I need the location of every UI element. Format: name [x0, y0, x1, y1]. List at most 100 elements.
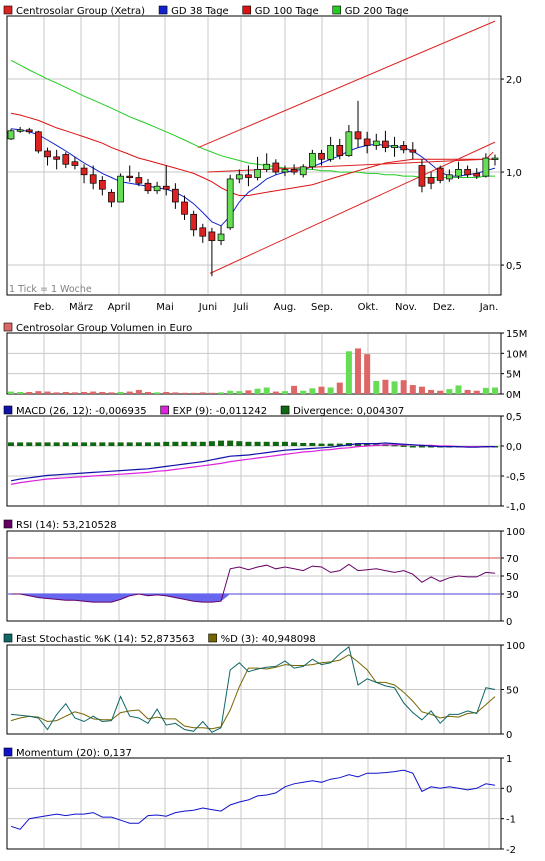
divergence-bar: [26, 442, 33, 446]
stoch-k-line: [10, 645, 496, 733]
candle-body: [144, 182, 152, 192]
y-tick-label: 70: [506, 554, 519, 565]
candle-body: [272, 162, 280, 173]
candle: [391, 136, 398, 157]
divergence-bar: [190, 441, 197, 446]
divergence-bar: [254, 441, 261, 446]
candle-body: [455, 169, 462, 177]
volume-bar: [236, 391, 243, 394]
candle: [473, 168, 481, 179]
divergence-bar: [35, 442, 42, 446]
candle: [372, 133, 380, 150]
volume-bar: [455, 385, 462, 394]
candle: [464, 165, 471, 178]
divergence-bar: [291, 442, 298, 446]
candle: [98, 176, 106, 196]
stoch-d-line: [10, 654, 496, 730]
x-tick-label: Nov.: [395, 302, 417, 313]
volume-bar: [163, 391, 170, 394]
volume-bar: [227, 390, 234, 394]
divergence-bar: [409, 446, 416, 448]
volume-bar: [62, 391, 69, 394]
volume-bar: [482, 387, 489, 394]
candle: [35, 130, 42, 154]
divergence-bar: [309, 443, 316, 446]
candle: [162, 165, 170, 196]
volume-bar: [263, 387, 270, 394]
y-tick-label: 0: [506, 617, 512, 628]
trend-channel-upper: [198, 20, 496, 149]
candle: [345, 125, 353, 157]
divergence-bar: [126, 442, 133, 446]
divergence-bar: [144, 442, 151, 446]
candle-body: [254, 169, 261, 178]
candle: [491, 154, 499, 166]
candle-body: [16, 129, 24, 132]
candle: [409, 142, 417, 160]
gd200-line: [10, 59, 495, 178]
candle: [89, 165, 97, 190]
square-icon: [3, 747, 13, 757]
y-tick-label: 15M: [506, 329, 527, 340]
y-tick-label: 1,0: [506, 168, 522, 179]
volume-bar: [492, 387, 498, 394]
volume-bar: [382, 379, 389, 394]
candle-body: [299, 166, 307, 176]
legend-label-0: Centrosolar Group Volumen in Euro: [16, 323, 192, 334]
candle: [181, 195, 188, 220]
volume-bar: [71, 392, 78, 394]
divergence-bar: [163, 441, 170, 446]
y-tick-label: 0,0: [506, 442, 522, 453]
x-tick-label: März: [69, 302, 93, 313]
candle: [272, 159, 280, 175]
momentum-line: [10, 769, 496, 830]
candle-body: [126, 175, 134, 178]
divergence-bar: [99, 442, 106, 446]
candle: [318, 149, 325, 166]
volume-bar: [199, 392, 206, 394]
candle: [53, 149, 61, 170]
x-tick-label: Dez.: [433, 302, 455, 313]
candle-body: [309, 152, 316, 168]
x-tick-label: Okt.: [358, 302, 379, 313]
volume-bar: [108, 392, 115, 394]
candle: [309, 149, 316, 170]
candle: [16, 126, 24, 133]
volume-bar: [8, 391, 14, 394]
y-tick-label: 0,5: [506, 261, 522, 272]
rsi-line: [11, 563, 496, 603]
candle-body: [436, 167, 444, 181]
x-tick-label: Feb.: [34, 302, 55, 313]
candle: [299, 164, 307, 178]
divergence-bar: [108, 442, 115, 446]
macd-panel-frame: [6, 415, 502, 507]
candle: [71, 156, 79, 170]
volume-bar: [446, 389, 453, 394]
x-tick-label: Sep.: [311, 302, 333, 313]
volume-bar: [99, 391, 106, 394]
candle-body: [482, 157, 490, 177]
volume-bar: [35, 391, 42, 394]
candle-body: [372, 140, 380, 146]
volume-bar: [409, 385, 416, 394]
candle-body: [400, 145, 408, 151]
candle-body: [226, 178, 234, 229]
tick-note: 1 Tick = 1 Woche: [9, 284, 92, 295]
square-icon: [3, 405, 13, 415]
volume-bar: [318, 386, 325, 394]
candle-body: [245, 174, 252, 178]
candle-body: [217, 233, 225, 241]
candle: [25, 127, 33, 134]
rsi-oversold-fill: [11, 594, 495, 603]
divergence-bar: [263, 441, 270, 446]
square-icon: [3, 5, 13, 15]
candle-body: [153, 185, 161, 192]
y-tick-label: 0,5: [506, 412, 522, 423]
gd100-line: [10, 112, 495, 196]
volume-bar: [245, 390, 252, 394]
candle-body: [162, 185, 170, 190]
candle: [208, 227, 216, 277]
y-tick-label: 0: [506, 784, 512, 795]
